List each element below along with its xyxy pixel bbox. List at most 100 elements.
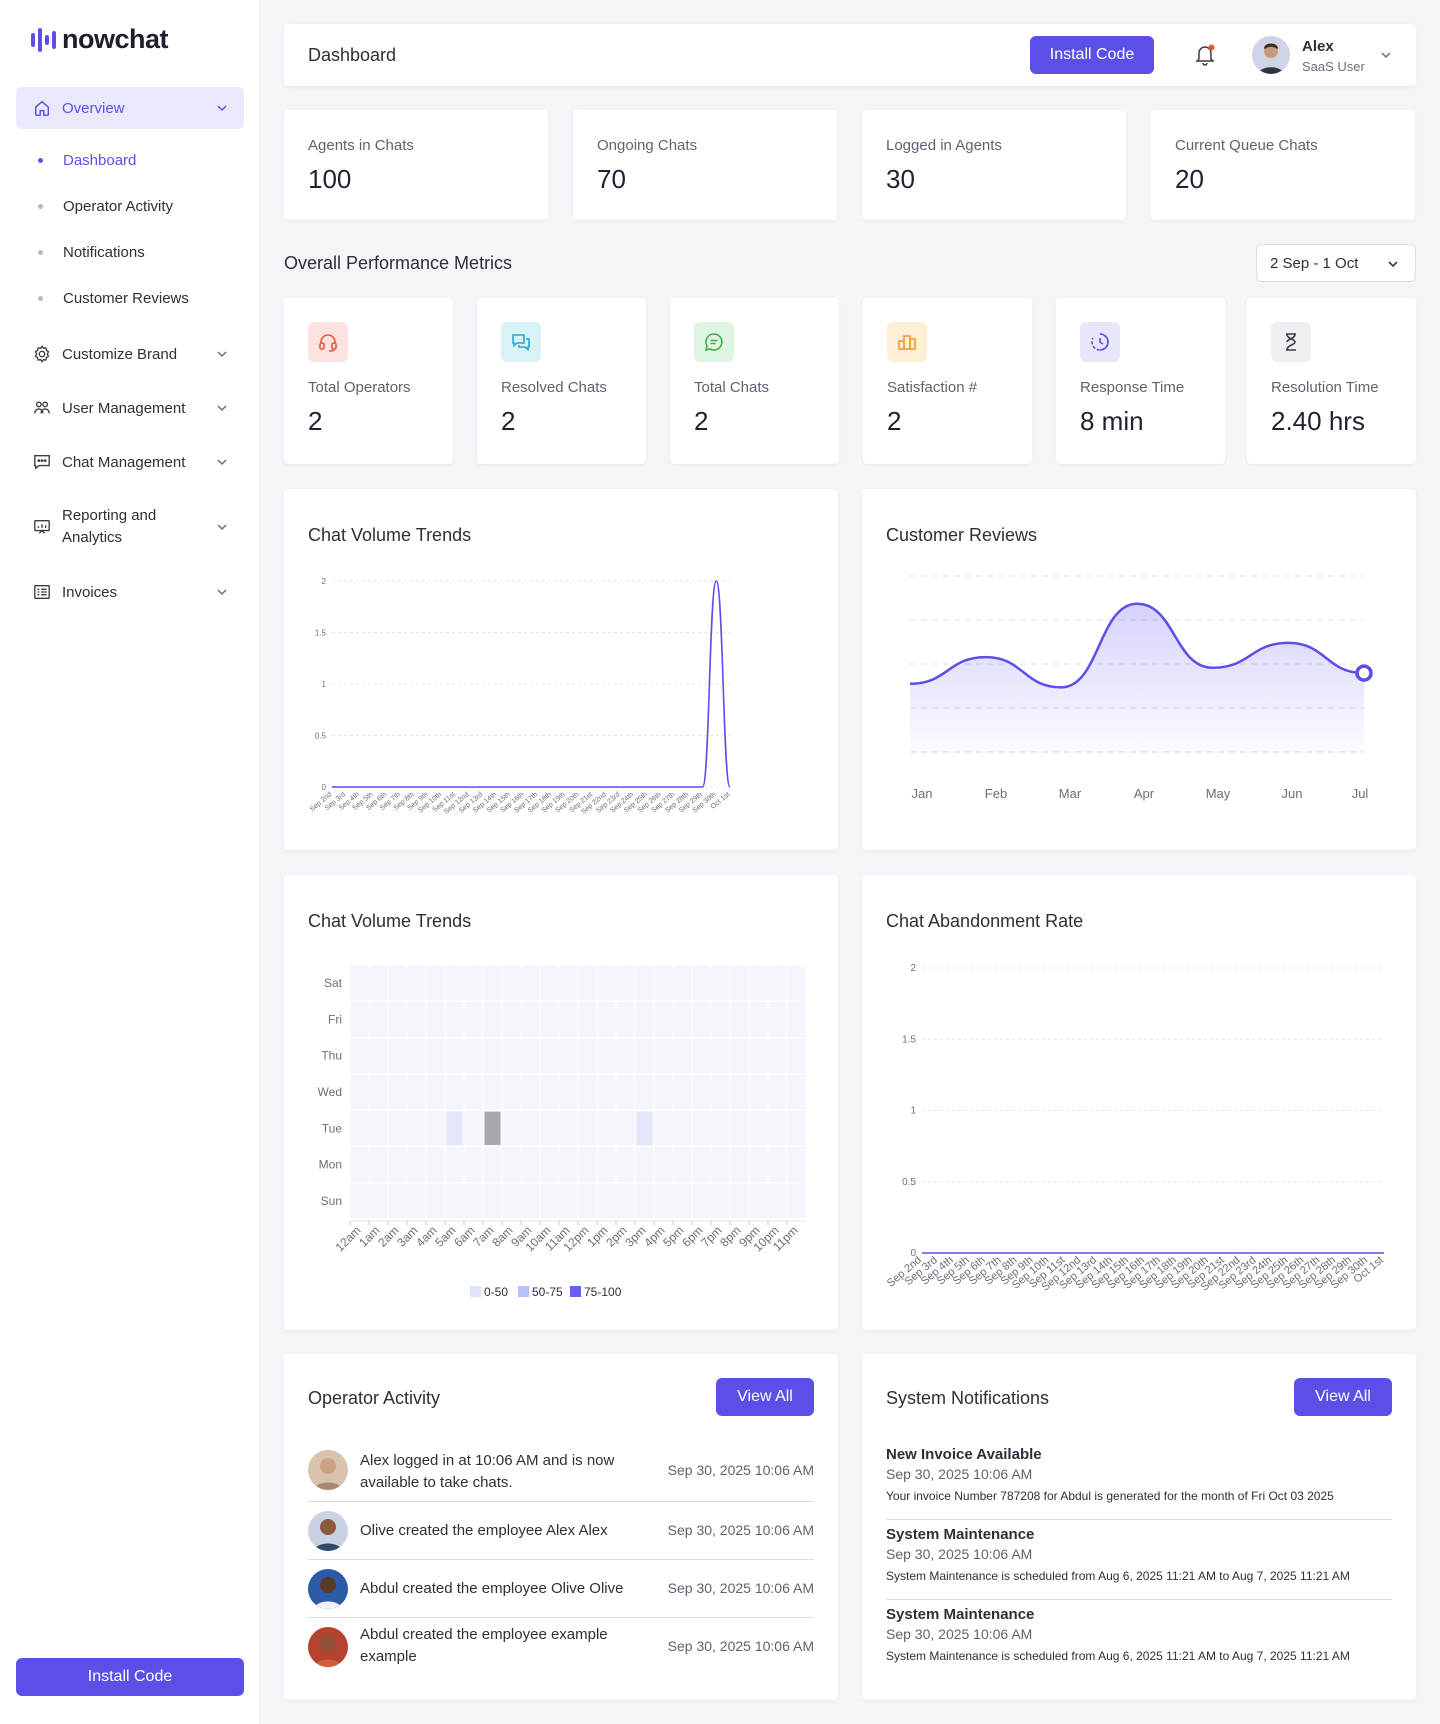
- heatmap-cell: [692, 1074, 711, 1110]
- heatmap-cell: [730, 1038, 749, 1074]
- avatar: [308, 1450, 348, 1490]
- activity-row[interactable]: Abdul created the employee Olive Olive S…: [308, 1560, 814, 1618]
- heatmap-cell: [464, 1001, 483, 1038]
- heatmap-cell: [578, 1001, 597, 1038]
- chart-card-volume-trends: Chat Volume Trends 0 0.5 1 1.5 2 Sep 2nd Sep 3…: [284, 489, 838, 850]
- sidebar-sub-customer-reviews[interactable]: Customer Reviews: [38, 290, 189, 307]
- activity-row[interactable]: Alex logged in at 10:06 AM and is now av…: [308, 1444, 814, 1502]
- heatmap-cell: [673, 1110, 692, 1146]
- heatmap-cell: [407, 1038, 426, 1074]
- heatmap-cell: [578, 1146, 597, 1183]
- sidebar-item-reporting[interactable]: Reporting and Analytics: [16, 505, 244, 549]
- sidebar-item-customize-brand[interactable]: Customize Brand: [16, 342, 244, 366]
- heatmap-cell: [730, 965, 749, 1001]
- heatmap-cell: [578, 1110, 597, 1146]
- metric-card-total-chats: Total Chats 2: [670, 298, 839, 464]
- heatmap-cell: [711, 965, 730, 1001]
- sidebar-item-invoices[interactable]: Invoices: [16, 580, 244, 604]
- panel-title: System Notifications: [886, 1388, 1050, 1408]
- y-tick-label: Sat: [324, 976, 343, 990]
- legend-label: 50-75: [532, 1285, 563, 1299]
- chevron-down-icon: [1388, 261, 1398, 268]
- sidebar-install-code-button[interactable]: Install Code: [16, 1658, 244, 1696]
- install-code-button[interactable]: Install Code: [1030, 36, 1154, 74]
- metric-label: Satisfaction #: [887, 379, 978, 396]
- stat-value: 20: [1175, 164, 1204, 194]
- chevron-down-icon: [217, 589, 227, 596]
- sidebar-item-user-management[interactable]: User Management: [16, 396, 244, 420]
- heatmap-cell: [787, 1001, 806, 1038]
- activity-time: Sep 30, 2025 10:06 AM: [667, 1522, 814, 1538]
- podium-icon: [887, 322, 927, 362]
- notification-item[interactable]: System Maintenance Sep 30, 2025 10:06 AM…: [886, 1526, 1392, 1583]
- heatmap-cell: [483, 1001, 502, 1038]
- heatmap-cell: [578, 1183, 597, 1219]
- heatmap-cell: [578, 1074, 597, 1110]
- sidebar-sub-notifications[interactable]: Notifications: [38, 244, 145, 261]
- reviews-area-chart: Jan Feb Mar Apr May Jun Jul: [909, 575, 1373, 801]
- legend-swatch: [470, 1286, 481, 1297]
- y-tick-label: 1.5: [315, 629, 327, 638]
- activity-row[interactable]: Olive created the employee Alex Alex Sep…: [308, 1502, 814, 1560]
- stat-label: Current Queue Chats: [1175, 137, 1318, 154]
- sidebar-item-overview[interactable]: Overview: [16, 87, 244, 129]
- metric-value: 2.40 hrs: [1271, 406, 1365, 436]
- heatmap-cell: [711, 1110, 730, 1146]
- notification-item[interactable]: System Maintenance Sep 30, 2025 10:06 AM…: [886, 1606, 1392, 1663]
- stat-value: 30: [886, 164, 915, 194]
- heatmap-cell: [502, 1074, 521, 1110]
- operator-view-all-button[interactable]: View All: [716, 1378, 814, 1416]
- heatmap-cell: [768, 1074, 787, 1110]
- heatmap-cell: [464, 1110, 483, 1146]
- heatmap-cell: [749, 1146, 768, 1183]
- message-icon: [694, 322, 734, 362]
- notification-title: System Maintenance: [886, 1526, 1035, 1543]
- stat-label: Agents in Chats: [308, 137, 414, 154]
- heatmap-cell: [768, 1183, 787, 1219]
- x-tick-label: May: [1206, 786, 1231, 801]
- y-tick-label: 0.5: [315, 732, 327, 741]
- sidebar-sub-operator-activity[interactable]: Operator Activity: [38, 198, 173, 215]
- heatmap-cell: [673, 1001, 692, 1038]
- brand-logo[interactable]: nowchat: [31, 24, 169, 55]
- home-icon: [32, 98, 52, 118]
- heatmap-cell: [597, 1146, 616, 1183]
- series-line: [909, 602, 1365, 689]
- avatar[interactable]: [1252, 36, 1290, 74]
- heatmap-cell: [654, 1074, 673, 1110]
- heatmap-cell: [597, 1001, 616, 1038]
- heatmap-cell: [407, 1146, 426, 1183]
- notification-item[interactable]: New Invoice Available Sep 30, 2025 10:06…: [886, 1446, 1392, 1503]
- chevron-down-icon[interactable]: [1380, 49, 1392, 61]
- heatmap-cell: [730, 1001, 749, 1038]
- bell-icon[interactable]: [1192, 42, 1218, 68]
- activity-row[interactable]: Abdul created the employee example examp…: [308, 1618, 814, 1676]
- divider: [886, 1599, 1392, 1600]
- invoice-icon: [32, 582, 52, 602]
- sidebar-sub-dashboard[interactable]: Dashboard: [38, 152, 136, 169]
- sidebar-item-label: Chat Management: [62, 453, 186, 471]
- stat-card-current-queue: Current Queue Chats 20: [1151, 110, 1415, 220]
- chevron-down-icon: [217, 524, 227, 531]
- chat-icon: [32, 452, 52, 472]
- heatmap-cell: [369, 1074, 388, 1110]
- activity-time: Sep 30, 2025 10:06 AM: [667, 1638, 814, 1654]
- activity-text: Alex logged in at 10:06 AM and is now av…: [360, 1452, 615, 1491]
- y-tick-label: Sun: [321, 1194, 342, 1208]
- users-icon: [32, 398, 52, 418]
- sidebar-item-chat-management[interactable]: Chat Management: [16, 450, 244, 474]
- data-point: [1355, 664, 1373, 682]
- heatmap-cell: [540, 1001, 559, 1038]
- notifications-view-all-button[interactable]: View All: [1294, 1378, 1392, 1416]
- legend-swatch: [570, 1286, 581, 1297]
- chart-card-abandonment: Chat Abandonment Rate 0 0.5 1 1.5 2 Sep 2nd Se…: [862, 875, 1416, 1330]
- date-range-select[interactable]: 2 Sep - 1 Oct: [1256, 244, 1416, 282]
- metric-label: Response Time: [1080, 379, 1185, 396]
- y-tick-label: 0: [910, 1248, 916, 1259]
- heatmap-cell: [388, 1183, 407, 1219]
- avatar: [308, 1511, 348, 1551]
- heatmap-cell: [559, 1146, 578, 1183]
- heatmap-cell: [350, 1183, 369, 1219]
- heatmap-cell: [768, 965, 787, 1001]
